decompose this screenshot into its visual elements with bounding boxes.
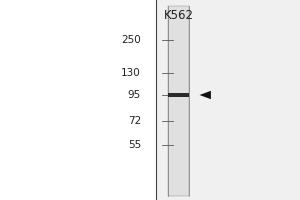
Text: 72: 72 xyxy=(128,116,141,126)
Text: 55: 55 xyxy=(128,140,141,150)
Text: K562: K562 xyxy=(164,9,194,22)
Bar xyxy=(168,93,189,97)
Text: 250: 250 xyxy=(121,35,141,45)
Bar xyxy=(168,6,189,196)
Bar xyxy=(156,0,300,200)
Text: 95: 95 xyxy=(128,90,141,100)
Text: 130: 130 xyxy=(121,68,141,78)
Polygon shape xyxy=(200,91,211,99)
